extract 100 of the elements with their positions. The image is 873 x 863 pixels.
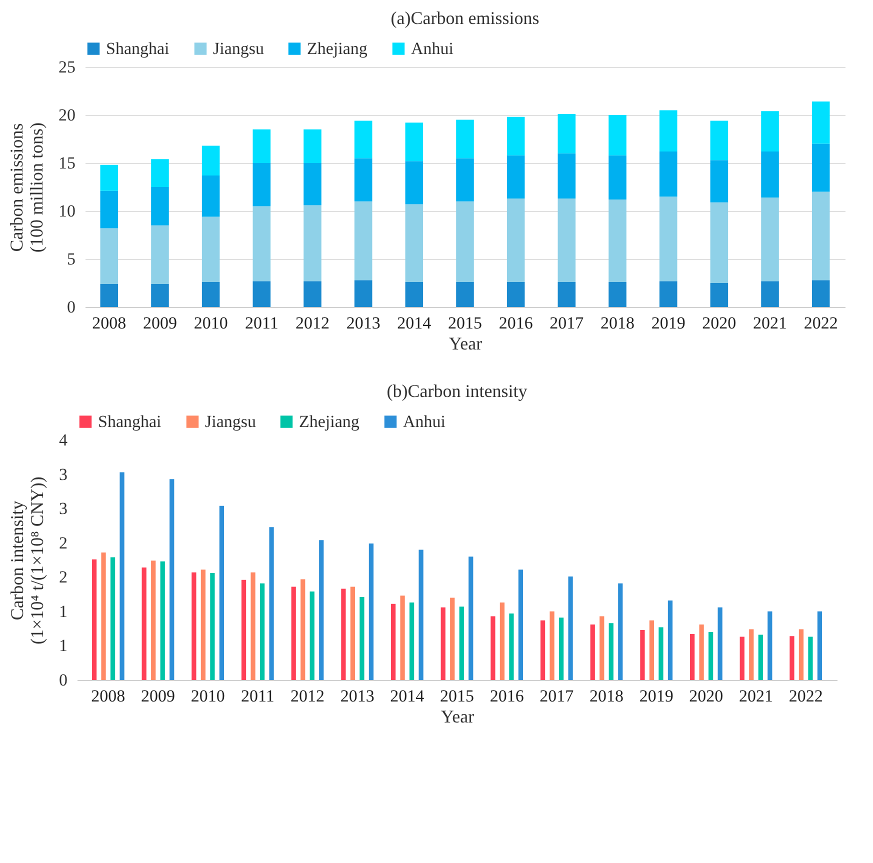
x-tick-label: 2016 [498, 314, 533, 332]
bar [550, 611, 554, 680]
bar [509, 613, 514, 680]
bar [202, 146, 220, 176]
bar [812, 102, 830, 144]
bar [368, 544, 374, 680]
bar [699, 624, 704, 680]
bar [100, 164, 118, 191]
bar [354, 158, 372, 202]
bar [518, 570, 524, 680]
bar [170, 479, 174, 680]
y-tick-label: 1 [59, 602, 68, 621]
bar [319, 540, 324, 680]
legend-label: Jiangsu [205, 412, 256, 431]
y-tick-label: 2 [59, 533, 68, 552]
bar [440, 607, 446, 680]
bar [252, 281, 271, 307]
bar [405, 204, 424, 282]
bar [151, 560, 156, 680]
bar [659, 151, 678, 197]
bar [202, 282, 220, 307]
x-tick-label: 2012 [290, 686, 324, 706]
x-tick-label: 2020 [702, 314, 736, 332]
bar [101, 552, 106, 680]
x-tick-label: 2022 [804, 314, 838, 332]
bar [608, 282, 626, 307]
bar [409, 602, 414, 680]
bar [710, 283, 728, 307]
bar [456, 201, 474, 282]
bar [192, 572, 196, 680]
y-tick-label: 10 [58, 202, 76, 220]
bar [405, 122, 424, 162]
bar [200, 570, 206, 680]
bar [568, 576, 573, 680]
bar [540, 620, 546, 680]
chart-title: (b)Carbon intensity [386, 381, 528, 401]
bar [304, 205, 322, 282]
x-tick-label: 2015 [448, 314, 482, 332]
bar [659, 281, 678, 307]
bar [354, 280, 372, 307]
bar [658, 627, 664, 680]
bar [761, 111, 779, 152]
bar [456, 120, 474, 158]
bar [710, 160, 728, 202]
x-tick-label: 2009 [142, 314, 177, 332]
bar [151, 284, 169, 307]
bar [450, 598, 455, 680]
bar [808, 636, 813, 680]
bar [219, 506, 224, 680]
x-tick-label: 2019 [651, 314, 686, 332]
bar [354, 120, 372, 158]
bar [790, 636, 794, 680]
bar [304, 129, 322, 163]
x-tick-label: 2009 [140, 686, 175, 706]
bar [151, 225, 169, 284]
bar [390, 604, 396, 680]
y-tick-label: 5 [67, 250, 76, 268]
legend-label: Shanghai [106, 38, 170, 58]
bar [761, 198, 779, 282]
x-tick-label: 2008 [92, 314, 126, 332]
x-tick-label: 2022 [788, 686, 823, 706]
bar [558, 618, 564, 680]
x-tick-label: 2011 [244, 314, 278, 332]
bar [252, 163, 271, 206]
bar [490, 616, 496, 680]
bar [558, 282, 576, 307]
bar [690, 634, 695, 680]
bar [100, 190, 118, 228]
bar [400, 596, 405, 680]
bar [291, 586, 296, 680]
x-tick-label: 2017 [550, 314, 584, 332]
bar [120, 472, 124, 680]
bar [618, 583, 623, 680]
bar [668, 600, 673, 680]
bar [506, 116, 525, 156]
x-axis-title: Year [440, 706, 474, 726]
legend-label: Jiangsu [213, 38, 264, 58]
bar [341, 588, 346, 680]
bar [160, 561, 165, 680]
x-tick-label: 2010 [194, 314, 228, 332]
x-tick-label: 2020 [689, 686, 724, 706]
bar [718, 607, 722, 680]
bar [360, 597, 364, 680]
bar [659, 196, 678, 282]
x-tick-label: 2015 [440, 686, 474, 706]
bar [758, 634, 763, 680]
bar [506, 198, 525, 282]
bar [506, 282, 525, 307]
bar [506, 155, 525, 199]
bar [558, 114, 576, 154]
bar [202, 216, 220, 282]
bar [600, 616, 604, 680]
x-tick-label: 2010 [190, 686, 225, 706]
x-tick-label: 2012 [295, 314, 330, 332]
bar [558, 153, 576, 199]
bar [100, 284, 118, 307]
bar [761, 281, 779, 307]
bar [456, 282, 474, 307]
chart-title: (a)Carbon emissions [390, 8, 540, 28]
x-tick-label: 2013 [346, 314, 380, 332]
